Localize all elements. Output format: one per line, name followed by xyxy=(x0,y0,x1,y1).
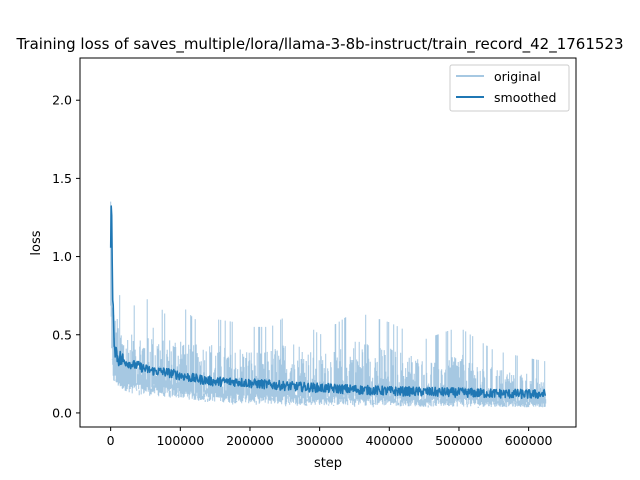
y-tick-label: 2.0 xyxy=(52,93,72,108)
legend-smoothed-label: smoothed xyxy=(494,90,556,105)
y-tick-label: 1.0 xyxy=(52,249,72,264)
y-tick-label: 1.5 xyxy=(52,171,72,186)
y-axis-label: loss xyxy=(29,230,44,255)
plot-frame xyxy=(79,57,577,428)
series-smoothed-line xyxy=(109,205,546,400)
x-tick-label: 200000 xyxy=(226,433,274,448)
x-tick-label: 500000 xyxy=(435,433,483,448)
smoothed-loss-line xyxy=(109,205,546,400)
x-tick-label: 0 xyxy=(107,433,115,448)
x-axis: 0 100000 200000 300000 400000 500000 600000 xyxy=(107,427,553,448)
chart-title: Training loss of saves_multiple/lora/lla… xyxy=(15,35,623,54)
y-tick-label: 0.0 xyxy=(52,405,72,420)
y-tick-label: 0.5 xyxy=(52,327,72,342)
x-tick-label: 600000 xyxy=(505,433,553,448)
x-axis-label: step xyxy=(314,456,342,471)
y-axis: 0.0 0.5 1.0 1.5 2.0 xyxy=(52,93,80,420)
legend: original smoothed xyxy=(449,64,570,112)
x-tick-label: 100000 xyxy=(156,433,204,448)
x-tick-label: 300000 xyxy=(296,433,344,448)
legend-original-label: original xyxy=(494,69,541,84)
x-tick-label: 400000 xyxy=(365,433,413,448)
